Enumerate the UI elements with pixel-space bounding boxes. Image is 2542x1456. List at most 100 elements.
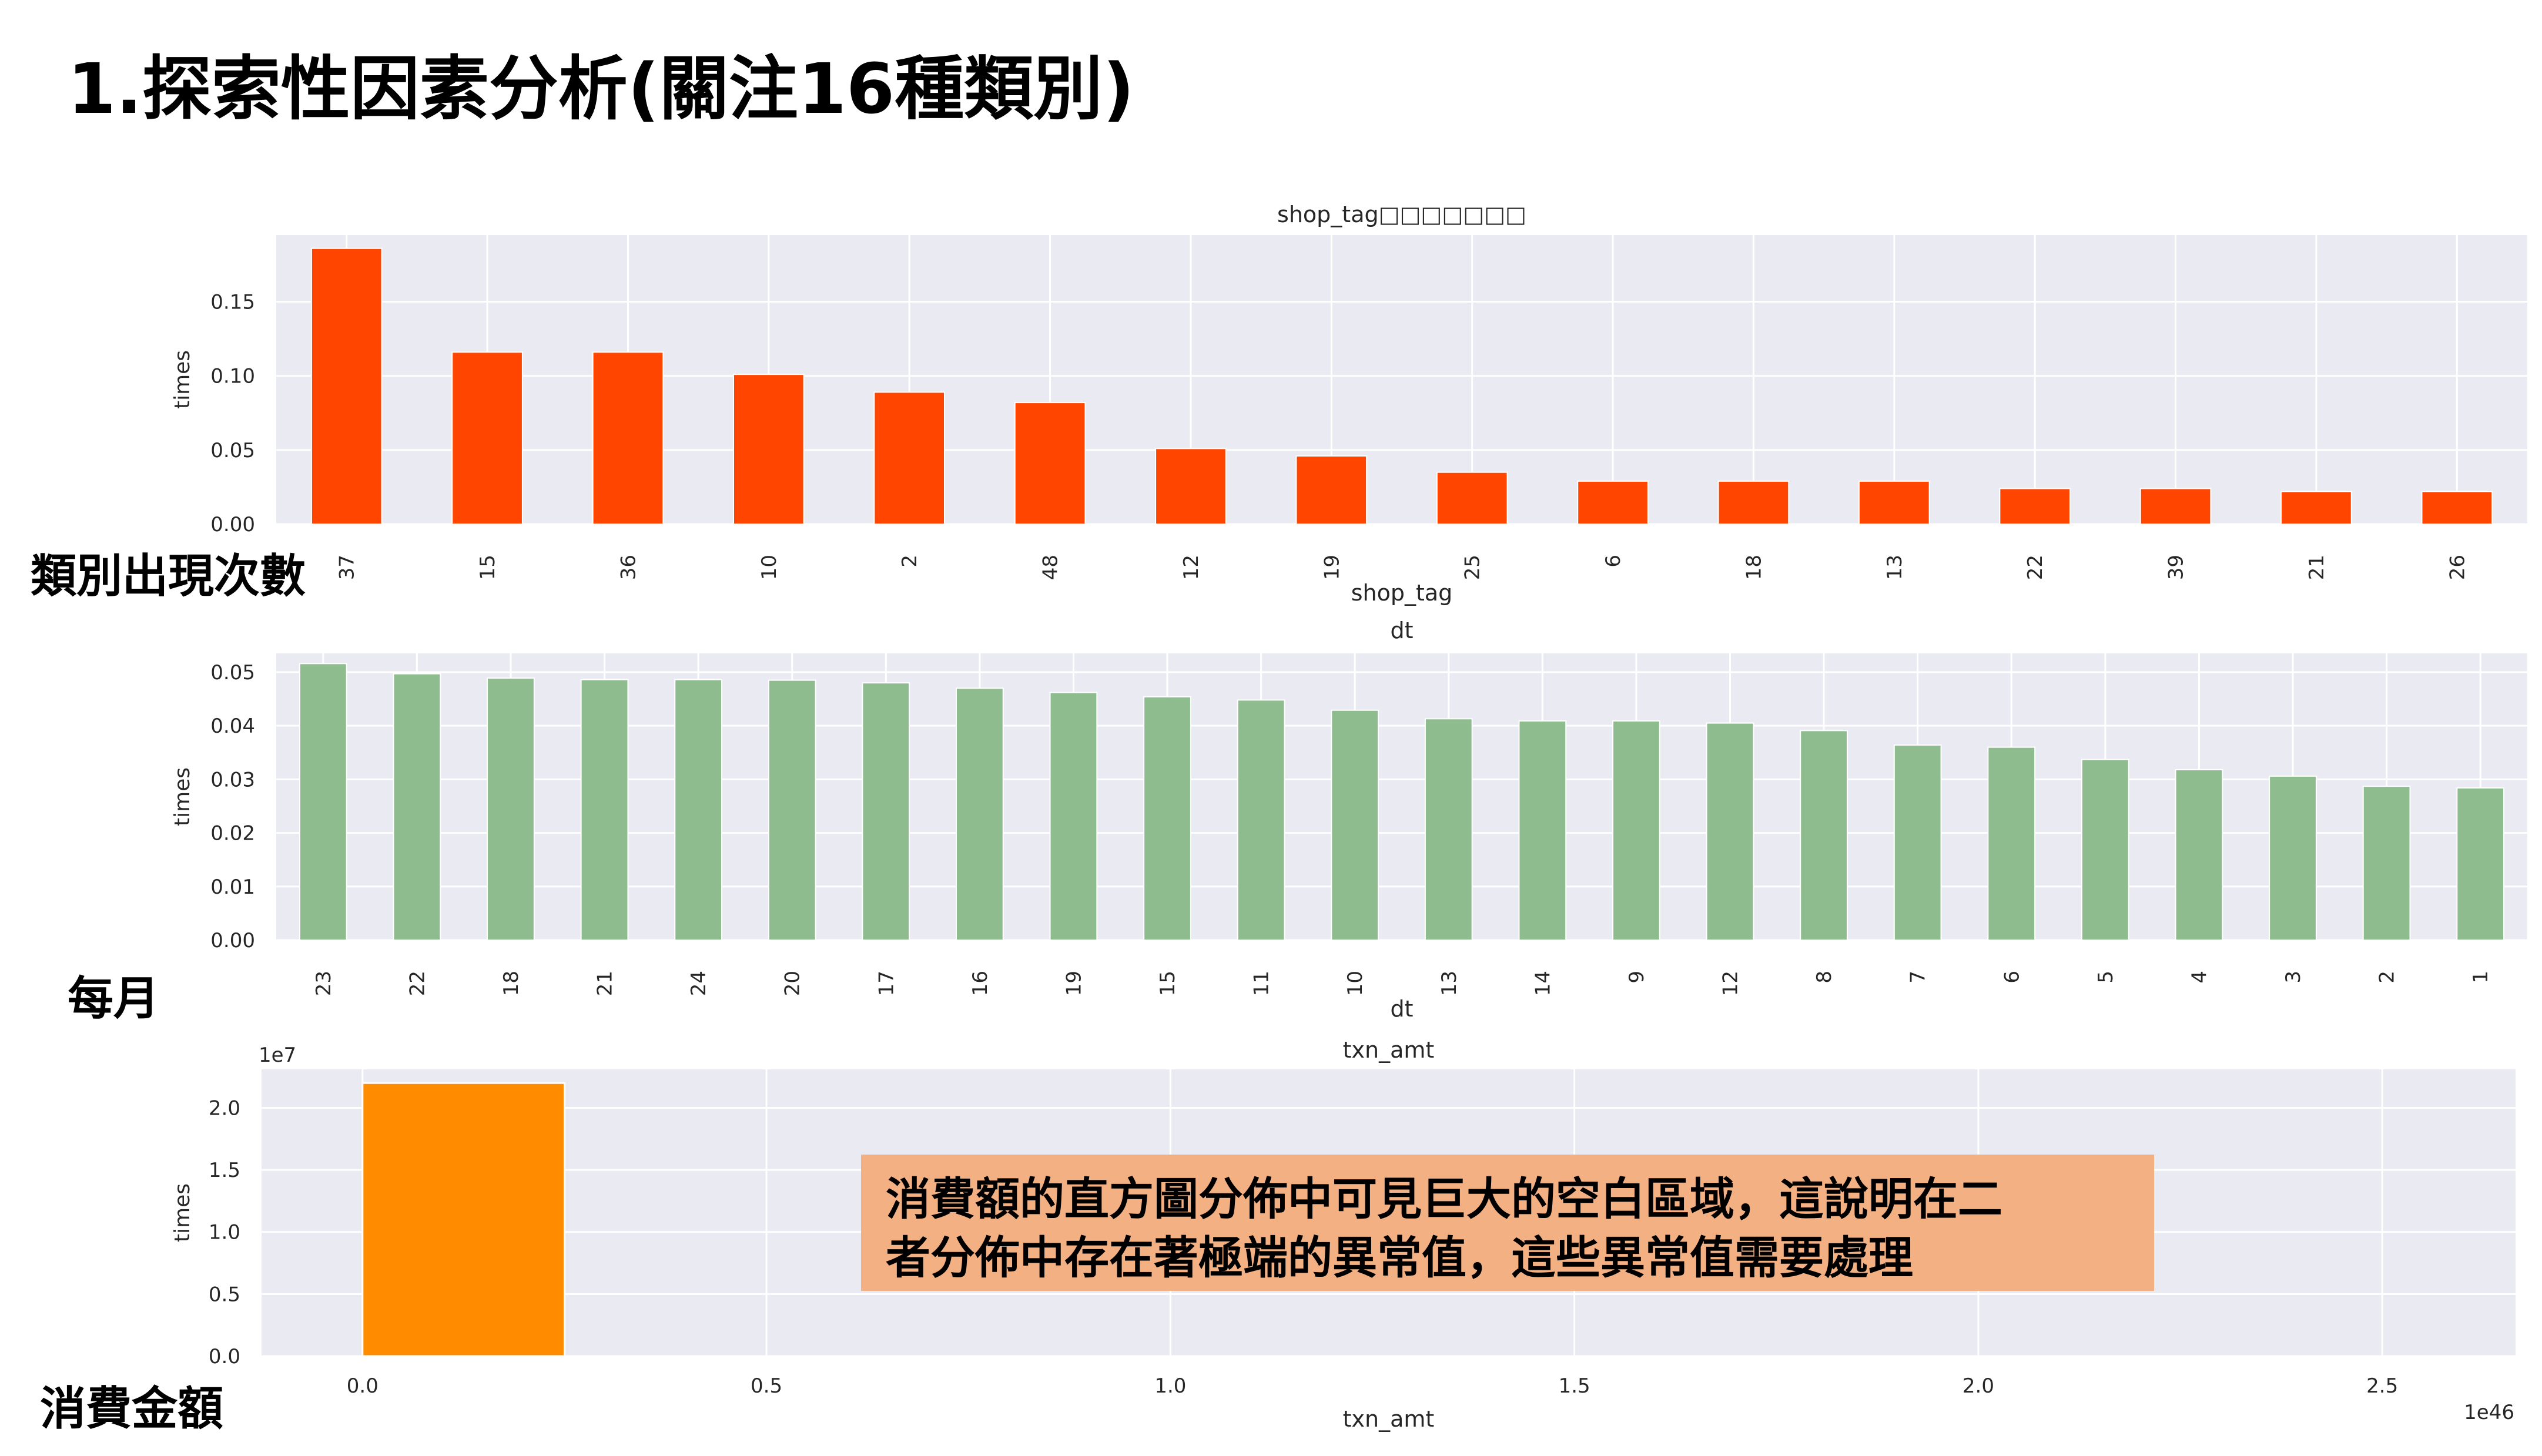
bar	[580, 679, 629, 941]
bar	[1014, 402, 1086, 525]
x-tick-label: 11	[1250, 971, 1274, 996]
x-tick-label: 2.5	[2366, 1374, 2398, 1398]
bar	[732, 374, 805, 525]
y-tick-label: 0.5	[209, 1283, 240, 1306]
y-tick-label: 0.03	[210, 768, 255, 791]
y-axis-label: times	[170, 767, 195, 826]
bar	[1436, 471, 1508, 525]
x-tick-label: 2.0	[1962, 1374, 1994, 1398]
y-tick-label: 1.5	[209, 1159, 240, 1182]
x-tick-label: 3	[2282, 971, 2305, 984]
x-axis-label: txn_amt	[1343, 1406, 1435, 1432]
bar	[1295, 455, 1368, 525]
x-tick-label: 22	[2024, 555, 2047, 580]
x-tick-label: 9	[1625, 971, 1649, 984]
bar	[1612, 720, 1660, 941]
x-tick-label: 48	[1039, 555, 1063, 580]
x-axis-label: dt	[1390, 996, 1413, 1022]
x-tick-label: 1	[2469, 971, 2493, 984]
x-tick-label: 1.0	[1154, 1374, 1186, 1398]
x-tick-label: 24	[687, 971, 711, 996]
bar	[1331, 709, 1379, 941]
bar	[1424, 718, 1473, 941]
note-line-2: 者分佈中存在著極端的異常值，這些異常值需要處理	[886, 1232, 1913, 1284]
monthly-label: 每月	[68, 972, 160, 1025]
y-tick-label: 0.04	[210, 714, 255, 738]
bar	[1155, 448, 1227, 525]
bar	[299, 663, 347, 941]
y-tick-label: 0.10	[210, 365, 255, 388]
x-tick-label: 10	[1344, 971, 1367, 996]
x-tick-label: 13	[1883, 555, 1907, 580]
bar	[674, 679, 723, 941]
y-tick-label: 1.0	[209, 1221, 240, 1244]
y-axis-label: times	[170, 1183, 195, 1242]
bar	[862, 682, 910, 941]
amount-label: 消費金額	[40, 1383, 224, 1435]
bar	[310, 247, 383, 525]
bar	[1237, 699, 1285, 941]
bar	[2280, 491, 2352, 525]
x-tick-label: 12	[1719, 971, 1743, 996]
bar	[1987, 746, 2036, 941]
bar	[1858, 480, 1930, 525]
x-tick-label: 4	[2188, 971, 2211, 984]
x-tick-label: 21	[594, 971, 617, 996]
y-tick-label: 0.00	[210, 929, 255, 952]
x-tick-label: 18	[1742, 555, 1766, 580]
x-tick-label: 19	[1320, 555, 1344, 580]
x-offset-label: 1e46	[2464, 1401, 2514, 1424]
y-axis-label: times	[170, 350, 195, 409]
x-tick-label: 39	[2165, 555, 2188, 580]
amount-histogram: 0.0 0.5 1.0 1.5 2.0 0.0 0.5 1.0 1.5 2.0 2.5 txn_amt…	[170, 1037, 2516, 1432]
y-tick-label: 0.01	[210, 875, 255, 899]
bar	[1800, 730, 1848, 941]
y-tick-label: 0.15	[210, 291, 255, 314]
bar	[2081, 759, 2129, 941]
x-tick-label: 14	[1531, 971, 1555, 996]
bar	[1577, 480, 1649, 525]
bar	[2362, 786, 2411, 941]
x-tick-label: 15	[1156, 971, 1180, 996]
bar	[1717, 480, 1790, 525]
y-tick-label: 0.05	[210, 661, 255, 685]
x-tick-label: 19	[1062, 971, 1086, 996]
bar	[768, 679, 816, 941]
plot-area	[276, 653, 2527, 940]
x-tick-label: 2	[2376, 971, 2399, 984]
x-tick-label: 17	[875, 971, 898, 996]
x-tick-label: 22	[406, 971, 429, 996]
x-tick-label: 26	[2446, 555, 2469, 580]
y-tick-label: 0.05	[210, 439, 255, 462]
note-line-1: 消費額的直方圖分佈中可見巨大的空白區域，這說明在二	[886, 1173, 2002, 1225]
bar	[955, 687, 1004, 941]
x-tick-label: 23	[312, 971, 336, 996]
bar	[487, 677, 535, 941]
x-tick-label: 10	[758, 555, 781, 580]
x-tick-label: 8	[1813, 971, 1836, 984]
bar	[451, 351, 523, 525]
histogram-bar	[361, 1082, 565, 1357]
x-tick-label: 21	[2305, 555, 2329, 580]
x-axis-label: shop_tag	[1351, 580, 1453, 606]
x-tick-label: 20	[781, 971, 805, 996]
x-tick-label: 13	[1438, 971, 1461, 996]
y-tick-label: 0.00	[210, 513, 255, 536]
bar	[2456, 787, 2505, 941]
chart-title: dt	[1390, 618, 1413, 643]
x-tick-label: 7	[1907, 971, 1930, 984]
x-tick-label: 5	[2094, 971, 2118, 984]
bar	[1706, 722, 1754, 941]
x-tick-label: 0.5	[751, 1374, 782, 1398]
bar	[2139, 488, 2212, 525]
y-tick-label: 0.02	[210, 822, 255, 846]
bar	[2421, 491, 2493, 525]
slide-title: 1.探索性因素分析(關注16種類別)	[68, 48, 1134, 129]
x-tick-label: 16	[969, 971, 992, 996]
shop-tag-chart: 0.00 0.05 0.10 0.15 37 15 36 10 2 48 12 19 25 6 18 13 22…	[170, 202, 2527, 606]
x-tick-label: 0.0	[347, 1374, 379, 1398]
bar	[1518, 720, 1567, 941]
bar	[873, 391, 946, 525]
x-tick-label: 6	[2000, 971, 2024, 984]
